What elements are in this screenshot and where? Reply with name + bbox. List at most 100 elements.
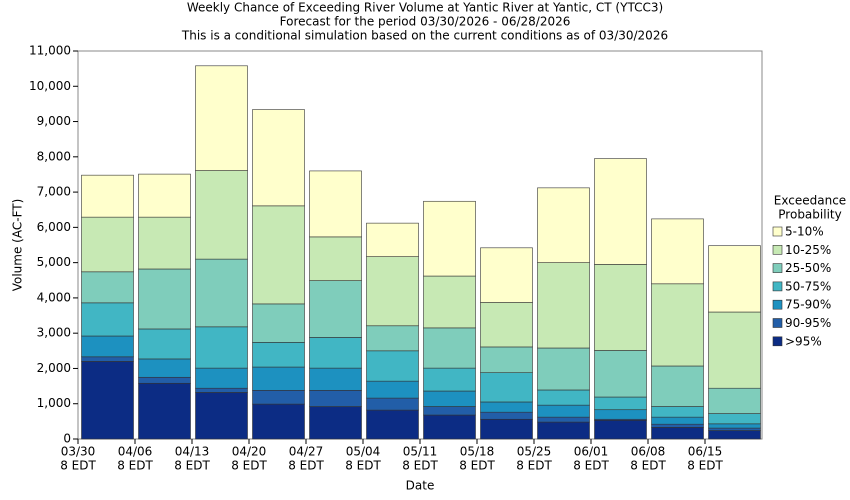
bar-segment bbox=[81, 271, 134, 304]
bar-segment bbox=[195, 258, 248, 328]
bar-segment bbox=[708, 423, 761, 429]
bar-segment bbox=[195, 367, 248, 389]
bar-segment bbox=[366, 409, 419, 440]
bar-segment bbox=[81, 302, 134, 337]
bar-segment bbox=[252, 390, 305, 405]
y-tick-label: 0 bbox=[63, 432, 71, 446]
x-tick-label: 8 EDT bbox=[630, 459, 666, 473]
x-tick-label: 04/06 bbox=[118, 445, 153, 459]
x-tick-label: 8 EDT bbox=[60, 459, 96, 473]
y-tick-label: 5,000 bbox=[37, 255, 71, 269]
bar-segment bbox=[651, 416, 704, 425]
bar-segment bbox=[480, 372, 533, 403]
x-tick-label: 8 EDT bbox=[345, 459, 381, 473]
bar-segment bbox=[81, 216, 134, 273]
bar-segment bbox=[537, 404, 590, 418]
bar-segment bbox=[138, 358, 191, 378]
y-tick-label: 3,000 bbox=[37, 326, 71, 340]
bar-segment bbox=[708, 430, 761, 440]
bar-segment bbox=[252, 205, 305, 305]
bar-segment bbox=[537, 347, 590, 391]
bar-segment bbox=[423, 275, 476, 329]
y-tick-label: 9,000 bbox=[37, 114, 71, 128]
x-tick-label: 8 EDT bbox=[231, 459, 267, 473]
y-tick-label: 2,000 bbox=[37, 361, 71, 375]
bar-segment bbox=[651, 365, 704, 407]
legend-title: Probability bbox=[778, 208, 841, 222]
bar-segment bbox=[537, 416, 590, 423]
bar-segment bbox=[195, 392, 248, 440]
bar-segment bbox=[537, 262, 590, 349]
legend-title: Exceedance bbox=[774, 194, 846, 208]
bar-segment bbox=[708, 245, 761, 313]
bar-segment bbox=[309, 390, 362, 407]
bar-segment bbox=[138, 376, 191, 384]
bar-segment bbox=[309, 280, 362, 338]
chart-title: Weekly Chance of Exceeding River Volume … bbox=[187, 1, 663, 15]
bar-segment bbox=[537, 421, 590, 440]
bar-segment bbox=[480, 302, 533, 348]
plot-area bbox=[77, 50, 763, 440]
bar-segment bbox=[252, 342, 305, 368]
bar-segment bbox=[309, 406, 362, 440]
x-tick-label: 05/25 bbox=[517, 445, 552, 459]
bar-segment bbox=[252, 303, 305, 343]
bar-segment bbox=[195, 65, 248, 171]
bar-segment bbox=[651, 283, 704, 367]
bar-segment bbox=[708, 387, 761, 414]
bar-segment bbox=[480, 418, 533, 440]
bar-segment bbox=[708, 413, 761, 425]
legend-label: 75-90% bbox=[785, 298, 831, 312]
bar-segment bbox=[309, 337, 362, 369]
x-tick-label: 06/15 bbox=[688, 445, 723, 459]
x-tick-label: 04/13 bbox=[175, 445, 210, 459]
bar-segment bbox=[81, 335, 134, 358]
legend-label: >95% bbox=[785, 334, 822, 348]
x-tick-label: 8 EDT bbox=[117, 459, 153, 473]
x-tick-label: 06/01 bbox=[574, 445, 609, 459]
bar-segment bbox=[423, 390, 476, 407]
bar-segment bbox=[423, 414, 476, 440]
bar-segment bbox=[81, 356, 134, 362]
bar-segment bbox=[81, 174, 134, 218]
bar-segment bbox=[252, 366, 305, 391]
bar-segment bbox=[138, 173, 191, 218]
bar-segment bbox=[594, 420, 647, 440]
bar-segment bbox=[309, 170, 362, 238]
y-tick-label: 1,000 bbox=[37, 396, 71, 410]
bar-segment bbox=[423, 367, 476, 392]
bar-segment bbox=[708, 311, 761, 389]
bar-segment bbox=[366, 325, 419, 352]
bar-segment bbox=[252, 109, 305, 207]
bar-segment bbox=[537, 389, 590, 406]
bar-segment bbox=[651, 406, 704, 418]
x-tick-label: 8 EDT bbox=[687, 459, 723, 473]
bar-segment bbox=[651, 427, 704, 440]
bar-segment bbox=[651, 218, 704, 285]
chart-subtitle: This is a conditional simulation based o… bbox=[181, 29, 668, 43]
bar-segment bbox=[480, 247, 533, 303]
bar-segment bbox=[423, 406, 476, 416]
legend-swatch bbox=[772, 245, 783, 255]
bar-segment bbox=[309, 236, 362, 281]
bar-segment bbox=[594, 350, 647, 398]
legend-swatch bbox=[772, 299, 783, 310]
bar-segment bbox=[480, 411, 533, 420]
legend-label: 90-95% bbox=[785, 316, 831, 330]
bar-segment bbox=[366, 397, 419, 411]
y-tick-label: 8,000 bbox=[37, 149, 71, 163]
legend-label: 5-10% bbox=[785, 225, 824, 239]
bar-segment bbox=[423, 327, 476, 369]
y-tick-label: 6,000 bbox=[37, 220, 71, 234]
y-tick-label: 4,000 bbox=[37, 290, 71, 304]
y-axis-label: Volume (AC-FT) bbox=[11, 199, 25, 292]
legend-swatch bbox=[772, 336, 783, 347]
x-axis-label: Date bbox=[406, 479, 435, 493]
x-tick-label: 05/11 bbox=[403, 445, 438, 459]
bar-segment bbox=[138, 382, 191, 440]
bar-segment bbox=[309, 367, 362, 391]
x-tick-label: 05/18 bbox=[460, 445, 495, 459]
legend-swatch bbox=[772, 263, 783, 273]
chart-subtitle: Forecast for the period 03/30/2026 - 06/… bbox=[280, 15, 571, 29]
